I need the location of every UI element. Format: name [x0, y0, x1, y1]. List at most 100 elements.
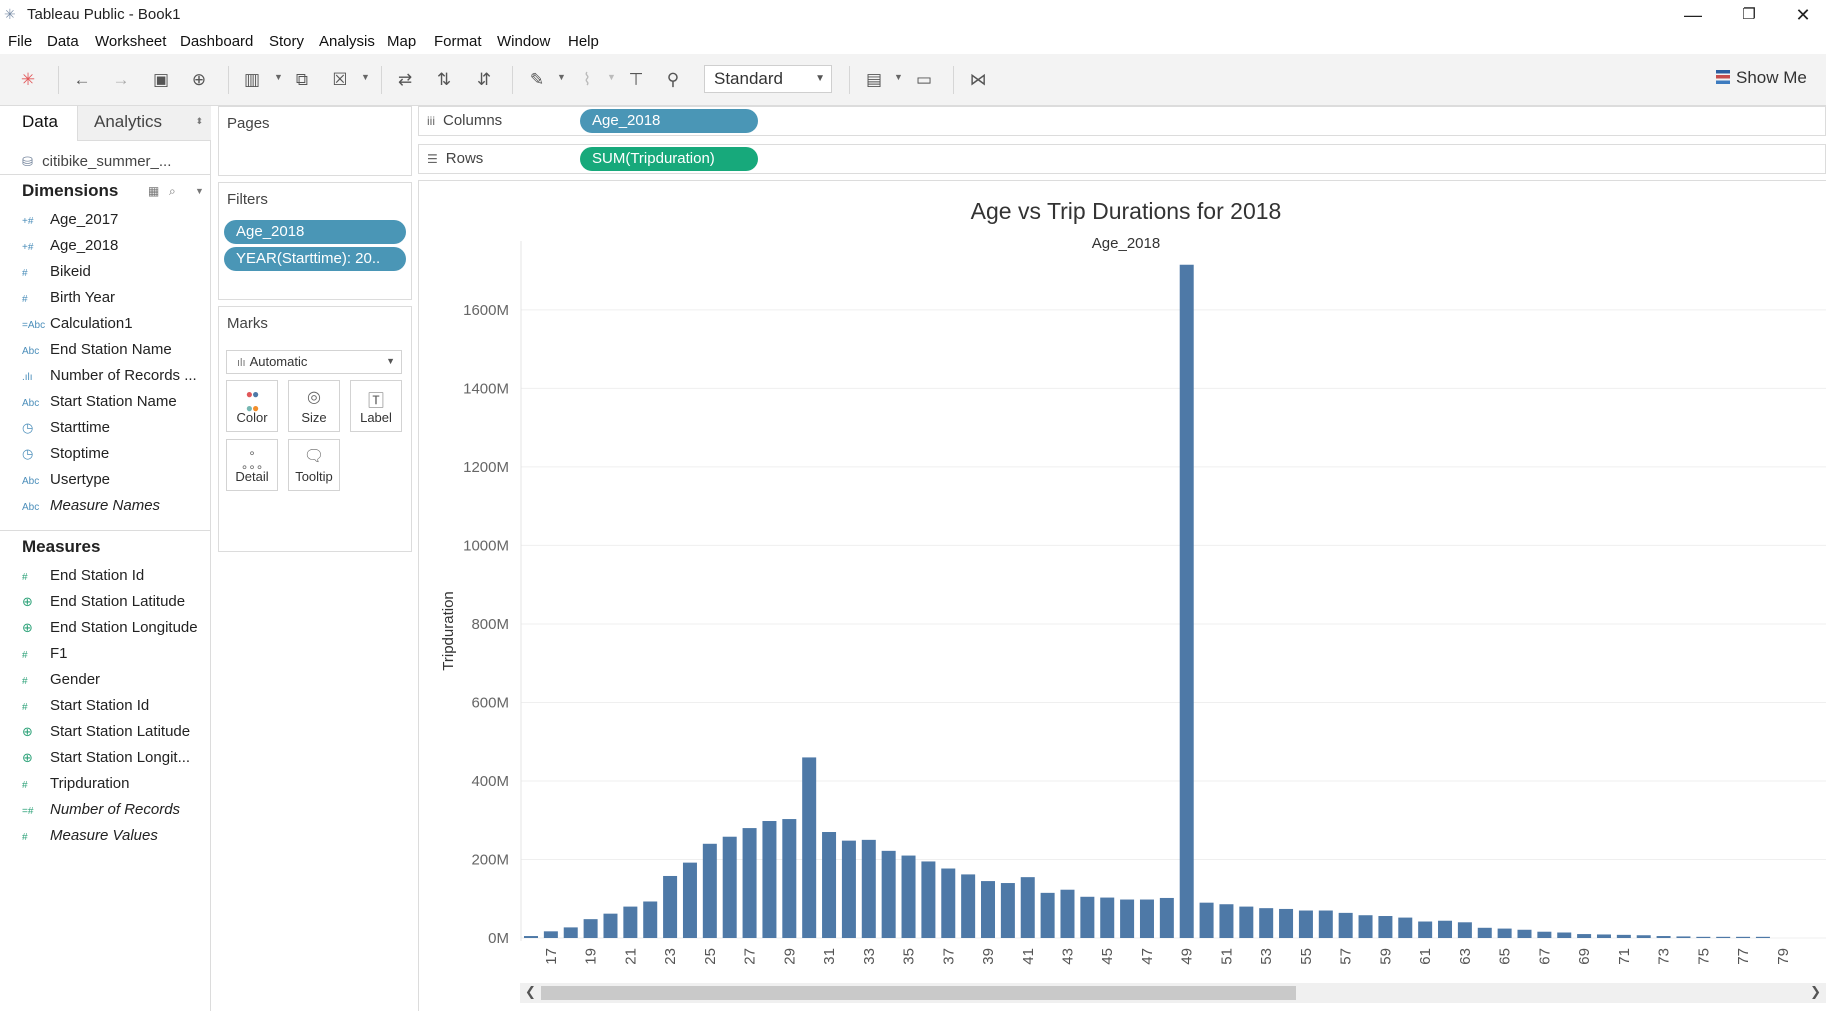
scrollbar-thumb[interactable] [541, 986, 1296, 1000]
x-tick-label: 33 [861, 948, 878, 965]
bar [1000, 883, 1015, 938]
field-usertype[interactable]: Abc Usertype [22, 471, 207, 488]
search-icon[interactable]: ⌕ [169, 184, 176, 198]
field-age-2018[interactable]: +# Age_2018 [22, 237, 207, 254]
field-start-station-name[interactable]: Abc Start Station Name [22, 393, 207, 410]
field-end-station-longitude[interactable]: ⊕ End Station Longitude [22, 619, 207, 636]
field-gender[interactable]: # Gender [22, 671, 207, 688]
number-type-icon: # [22, 268, 28, 279]
minimize-icon[interactable]: — [1684, 5, 1702, 25]
new-datasource-icon[interactable]: ⊕ [191, 70, 207, 89]
chevron-down-icon[interactable]: ▼ [607, 72, 616, 82]
field-start-station-id[interactable]: # Start Station Id [22, 697, 207, 714]
swap-rows-columns-icon[interactable]: ⇄ [397, 70, 413, 89]
menu-story[interactable]: Story [269, 33, 305, 50]
chevron-down-icon[interactable]: ▼ [361, 72, 370, 82]
field-tripduration[interactable]: # Tripduration [22, 775, 207, 792]
tableau-home-icon[interactable]: ✳ [20, 70, 36, 89]
chevron-down-icon[interactable]: ▼ [195, 186, 204, 196]
marks-size-button[interactable]: ◎ Size [288, 380, 340, 432]
horizontal-scrollbar[interactable]: ❮ ❯ [520, 983, 1826, 1003]
field-start-station-longitude[interactable]: ⊕ Start Station Longit... [22, 749, 207, 766]
field-end-station-name[interactable]: Abc End Station Name [22, 341, 207, 358]
filter-pill-age-2018[interactable]: Age_2018 [224, 220, 406, 244]
rows-pill-sum-tripduration[interactable]: SUM(Tripduration) [580, 147, 758, 171]
new-worksheet-icon[interactable]: ▥ [243, 70, 261, 89]
pages-title: Pages [227, 115, 270, 132]
menu-file[interactable]: File [8, 33, 33, 50]
field-measure-values[interactable]: # Measure Values [22, 827, 207, 844]
marks-color-button[interactable]: ●● ●● Color [226, 380, 278, 432]
marks-tooltip-button[interactable]: 🗨 Tooltip [288, 439, 340, 491]
sort-descending-icon[interactable]: ⇵ [476, 70, 492, 89]
tab-analytics-label: Analytics [94, 112, 163, 131]
field-end-station-id[interactable]: # End Station Id [22, 567, 207, 584]
field-stoptime[interactable]: ◷ Stoptime [22, 445, 207, 462]
field-measure-names[interactable]: Abc Measure Names [22, 497, 207, 514]
close-icon[interactable]: ✕ [1795, 5, 1811, 25]
menu-help[interactable]: Help [568, 33, 599, 50]
x-tick-label: 59 [1377, 948, 1394, 965]
datasource-item[interactable]: ⛁ citibike_summer_... [22, 153, 171, 170]
duplicate-sheet-icon[interactable]: ⧉ [295, 70, 309, 89]
marks-detail-button[interactable]: ∘ ∘∘∘ Detail [226, 439, 278, 491]
view-toggle-icon[interactable]: ▦ [148, 184, 160, 198]
bar [1696, 936, 1711, 938]
clear-sheet-icon[interactable]: ☒ [332, 70, 348, 89]
undo-icon[interactable]: ← [73, 70, 91, 89]
scroll-right-icon[interactable]: ❯ [1810, 984, 1821, 999]
show-labels-icon[interactable]: ⊤ [628, 70, 644, 89]
share-icon[interactable]: ⋈ [969, 70, 987, 89]
field-f1[interactable]: # F1 [22, 645, 207, 662]
redo-icon[interactable]: → [112, 70, 130, 89]
menu-format[interactable]: Format [434, 33, 482, 50]
field-bikeid[interactable]: # Bikeid [22, 263, 207, 280]
scroll-left-icon[interactable]: ❮ [525, 984, 536, 999]
fit-width-icon[interactable]: ▤ [865, 70, 883, 89]
bar [961, 874, 976, 938]
field-number-of-records-dim[interactable]: .ılı Number of Records ... [22, 367, 207, 384]
highlight-icon[interactable]: ✎ [529, 70, 545, 89]
menu-data[interactable]: Data [47, 33, 79, 50]
mark-type-select[interactable]: ılı Automatic ▼ [226, 350, 402, 374]
group-members-icon[interactable]: ⌇ [582, 70, 592, 89]
menu-window[interactable]: Window [497, 33, 551, 50]
marks-label-button[interactable]: 🅃 Label [350, 380, 402, 432]
field-age-2017[interactable]: +# Age_2017 [22, 211, 207, 228]
show-me-button[interactable]: Show Me [1716, 68, 1807, 88]
save-icon[interactable]: ▣ [152, 70, 170, 89]
color-icon: ●● ●● [245, 387, 260, 415]
chevron-down-icon[interactable]: ▼ [894, 72, 903, 82]
field-starttime[interactable]: ◷ Starttime [22, 419, 207, 436]
bar [1577, 934, 1592, 938]
chevron-down-icon[interactable]: ▼ [557, 72, 566, 82]
chevron-down-icon[interactable]: ▼ [274, 72, 283, 82]
sort-ascending-icon[interactable]: ⇅ [436, 70, 452, 89]
pin-axes-icon[interactable]: ⚲ [666, 70, 680, 89]
menu-worksheet[interactable]: Worksheet [95, 33, 167, 50]
fit-mode-select[interactable]: Standard ▼ [704, 65, 832, 93]
filter-pill-year-starttime[interactable]: YEAR(Starttime): 20.. [224, 247, 406, 271]
tab-analytics[interactable]: Analytics ⬍ [77, 106, 211, 141]
menu-analysis[interactable]: Analysis [319, 33, 375, 50]
rows-label-text: Rows [445, 150, 484, 167]
field-start-station-latitude[interactable]: ⊕ Start Station Latitude [22, 723, 207, 740]
bar [1378, 916, 1393, 938]
field-birth-year[interactable]: # Birth Year [22, 289, 207, 306]
columns-pill-age-2018[interactable]: Age_2018 [580, 109, 758, 133]
field-number-of-records[interactable]: =# Number of Records [22, 801, 207, 818]
tab-data[interactable]: Data [0, 106, 77, 141]
menu-dashboard[interactable]: Dashboard [180, 33, 254, 50]
menu-map[interactable]: Map [387, 33, 417, 50]
field-end-station-latitude[interactable]: ⊕ End Station Latitude [22, 593, 207, 610]
bar [1179, 264, 1194, 938]
field-label: Number of Records [50, 801, 181, 818]
field-calculation1[interactable]: =Abc Calculation1 [22, 315, 207, 332]
columns-label-text: Columns [443, 112, 503, 129]
restore-icon[interactable]: ❐ [1742, 6, 1756, 23]
pages-card[interactable]: Pages [218, 106, 412, 176]
marks-detail-label: Detail [235, 469, 269, 484]
presentation-mode-icon[interactable]: ▭ [915, 70, 933, 89]
bar [1398, 917, 1413, 938]
y-tick-label: 800M [471, 616, 509, 633]
